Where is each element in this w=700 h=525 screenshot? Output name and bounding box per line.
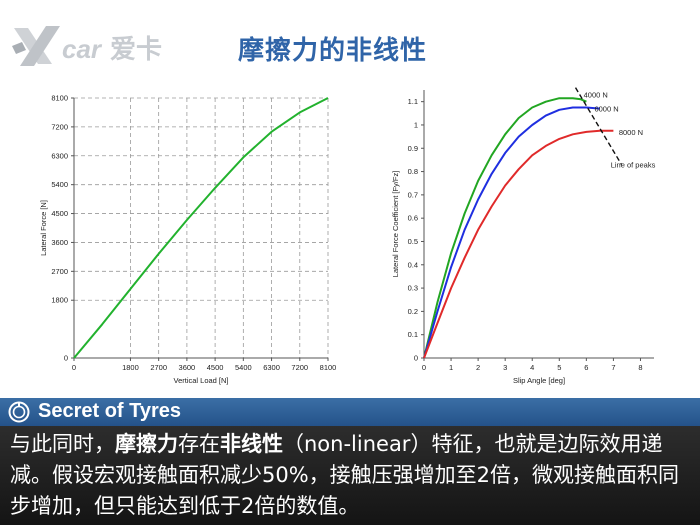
y-tick-label: 1800: [51, 296, 68, 305]
y-tick-label: 0.8: [408, 167, 418, 176]
y-axis-label: Lateral Force Coefficient [Fy/Fz]: [391, 171, 400, 278]
x-tick-label: 6: [584, 363, 588, 372]
series-line-1: [423, 106, 600, 359]
svg-text:car: car: [62, 34, 103, 64]
series-line-0: [73, 97, 329, 359]
y-axis-label: Lateral Force [N]: [39, 200, 48, 256]
force-coefficient-chart-svg: 0 1 2 3 4 5 6 7 8 0 0.1 0.2 0.3 0.4 0.5 0.6 0.7 0.8 0.9 1 1.…: [391, 87, 656, 385]
x-tick-label: 7200: [291, 363, 308, 372]
x-tick-label: 4: [530, 363, 534, 372]
x-axis-label: Slip Angle [deg]: [513, 376, 565, 385]
section-banner-title: Secret of Tyres: [38, 400, 182, 422]
x-tick-label: 1: [449, 363, 453, 372]
section-banner: Secret of Tyres: [0, 398, 700, 426]
x-tick-label: 8100: [320, 363, 337, 372]
y-tick-label: 0.7: [408, 190, 418, 199]
line-of-peaks-label: Line of peaks: [611, 161, 656, 170]
x-tick-label: 6300: [263, 363, 280, 372]
x-tick-label: 1800: [122, 363, 139, 372]
series-label-2: 8000 N: [619, 128, 643, 137]
caption-bold-nonlinear: 非线性: [220, 432, 283, 456]
y-tick-label: 4500: [51, 209, 68, 218]
x-tick-label: 4500: [207, 363, 224, 372]
lateral-force-chart-svg: 0 1800 2700 3600 4500 5400 6300 7200 8100 0 1800 27…: [39, 94, 337, 386]
caption-panel: 与此同时，摩擦力存在非线性（non-linear）特征，也就是边际效用递减。假设…: [0, 426, 700, 525]
x-tick-label: 7: [611, 363, 615, 372]
y-tick-label: 7200: [51, 122, 68, 131]
y-tick-label: 0.9: [408, 144, 418, 153]
y-tick-label: 0.3: [408, 284, 418, 293]
caption-part-3: （non-linear）特征，也就是边际效用递减。假设宏观接触面积减少50%，接…: [10, 432, 680, 518]
caption-text: 与此同时，摩擦力存在非线性（non-linear）特征，也就是边际效用递减。假设…: [10, 429, 698, 522]
line-of-peaks: [574, 87, 623, 165]
y-tick-label: 0.6: [408, 214, 418, 223]
caption-bold-friction: 摩擦力: [115, 432, 178, 456]
series-label-0: 4000 N: [584, 91, 608, 100]
x-tick-label: 0: [422, 363, 426, 372]
y-tick-label: 0.1: [408, 330, 418, 339]
y-tick-label: 0.5: [408, 237, 418, 246]
y-tick-label: 0.4: [408, 260, 418, 269]
y-tick-label: 6300: [51, 151, 68, 160]
y-tick-label: 0: [64, 354, 68, 363]
series-line-0: [423, 97, 587, 359]
x-tick-label: 3600: [179, 363, 196, 372]
caption-part-1: 与此同时，: [10, 432, 115, 456]
xcar-logo: car 爱卡: [8, 20, 183, 72]
force-coefficient-chart: 0 1 2 3 4 5 6 7 8 0 0.1 0.2 0.3 0.4 0.5 0.6 0.7 0.8 0.9 1 1.…: [380, 80, 690, 390]
y-tick-label: 5400: [51, 180, 68, 189]
x-tick-label: 3: [503, 363, 507, 372]
lateral-force-chart: 0 1800 2700 3600 4500 5400 6300 7200 8100 0 1800 27…: [30, 80, 350, 390]
series-label-1: 6000 N: [594, 105, 618, 114]
y-tick-label: 3600: [51, 238, 68, 247]
caption-part-2: 存在: [178, 432, 220, 456]
page-title: 摩擦力的非线性: [238, 36, 428, 66]
x-tick-label: 5: [557, 363, 561, 372]
x-tick-label: 2700: [150, 363, 167, 372]
x-tick-label: 5400: [235, 363, 252, 372]
y-tick-label: 0.2: [408, 307, 418, 316]
x-axis-label: Vertical Load [N]: [173, 376, 228, 385]
y-tick-label: 1: [414, 120, 418, 129]
xcar-logo-icon: car 爱卡: [12, 26, 162, 66]
y-tick-label: 2700: [51, 267, 68, 276]
y-tick-label: 8100: [51, 94, 68, 103]
x-tick-label: 0: [72, 363, 76, 372]
svg-text:爱卡: 爱卡: [110, 35, 162, 65]
x-tick-label: 8: [638, 363, 642, 372]
x-tick-label: 2: [476, 363, 480, 372]
series-line-2: [423, 129, 614, 359]
y-tick-label: 0: [414, 354, 418, 363]
tyre-icon: [8, 401, 30, 423]
y-tick-label: 1.1: [408, 97, 418, 106]
